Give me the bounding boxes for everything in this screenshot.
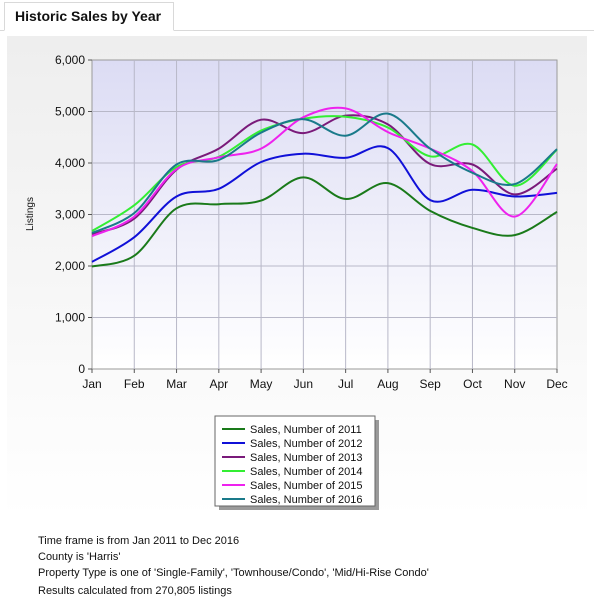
y-axis-ticks: 0 1,000 2,000 3,000 4,000 5,000 6,000 [55,53,92,376]
tab-strip: Historic Sales by Year [0,0,594,31]
x-tick-label: Oct [463,377,482,391]
y-tick-label: 0 [78,362,85,376]
footer-property-type: Property Type is one of 'Single-Family',… [38,567,429,579]
series-lines [91,106,558,268]
x-tick-label: Aug [377,377,398,391]
legend-entry: Sales, Number of 2016 [250,494,363,506]
grid-lines [92,60,557,369]
footer-timeframe: Time frame is from Jan 2011 to Dec 2016 [38,535,240,547]
y-tick-label: 3,000 [55,208,85,222]
x-tick-label: Jun [294,377,313,391]
x-tick-label: Jul [338,377,353,391]
x-axis-ticks: Jan Feb Mar Apr May Jun Jul Aug Sep Oct Nov Dec [82,369,568,391]
legend-box [214,415,376,507]
x-tick-label: Sep [420,377,442,391]
y-tick-label: 6,000 [55,53,85,67]
x-tick-label: Feb [124,377,145,391]
x-tick-label: Nov [504,377,525,391]
series-line-4 [91,115,558,232]
legend-entry: Sales, Number of 2011 [250,424,362,436]
x-tick-label: May [250,377,273,391]
x-tick-label: Dec [546,377,567,391]
series-line-5 [91,106,558,238]
footer-county: County is 'Harris' [38,551,121,563]
y-tick-label: 5,000 [55,105,85,119]
y-tick-label: 2,000 [55,259,85,273]
y-tick-label: 4,000 [55,156,85,170]
footer-notes: Time frame is from Jan 2011 to Dec 2016 … [38,533,429,599]
x-tick-label: Jan [82,377,101,391]
legend-entry: Sales, Number of 2013 [250,452,363,464]
series-line-2 [91,145,558,263]
tab-historic-sales[interactable]: Historic Sales by Year [4,2,175,31]
footer-results: Results calculated from 270,805 listings [38,585,232,597]
series-line-6 [91,112,558,234]
legend-entry: Sales, Number of 2015 [250,480,363,492]
y-tick-label: 1,000 [55,311,85,325]
legend: Sales, Number of 2011 Sales, Number of 20… [222,424,363,506]
series-line-1 [91,176,558,268]
x-tick-label: Apr [209,377,228,391]
legend-entry: Sales, Number of 2014 [250,466,363,478]
y-axis-label: Listings [25,197,36,231]
x-tick-label: Mar [166,377,187,391]
legend-entry: Sales, Number of 2012 [250,438,363,450]
